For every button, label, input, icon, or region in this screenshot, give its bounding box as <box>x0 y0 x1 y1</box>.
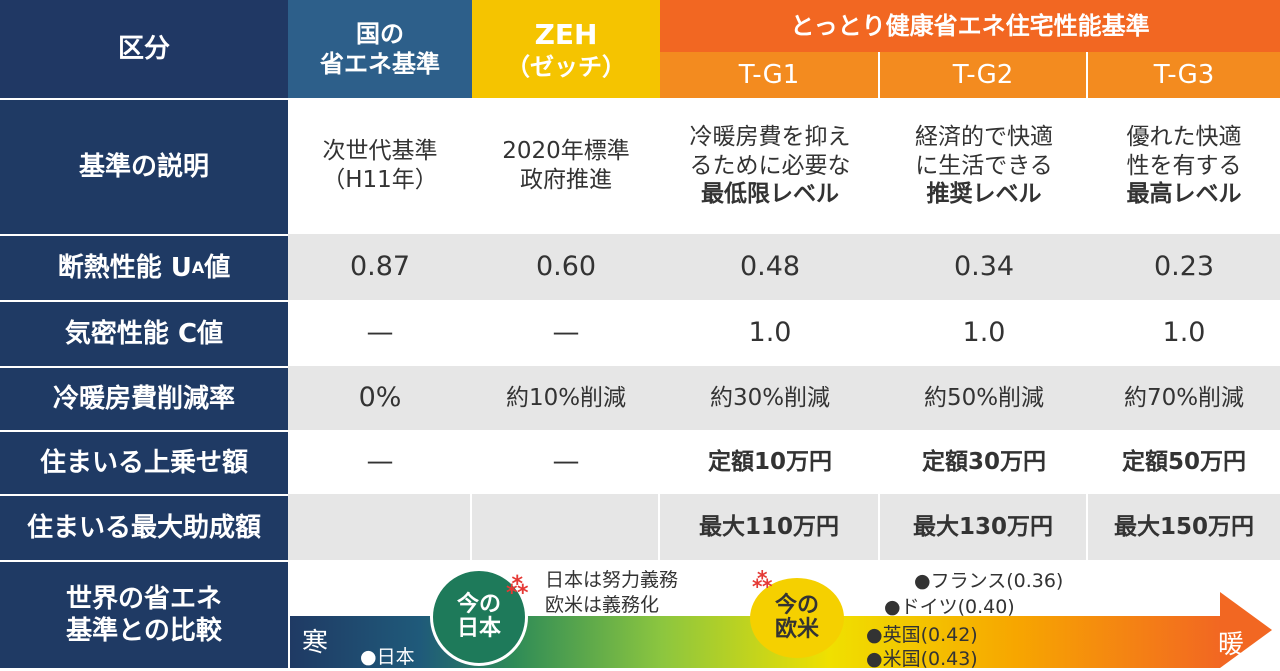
zeh-header-line1: ZEH <box>534 17 598 51</box>
desc-tg1: 冷暖房費を抑え るために必要な 最低限レベル <box>660 98 880 234</box>
extra-zeh: — <box>472 430 660 494</box>
desc-national: 次世代基準 （H11年） <box>288 98 472 234</box>
ua-tg1: 0.48 <box>660 234 880 300</box>
desc-national-l2: （H11年） <box>322 167 438 193</box>
ua-national: 0.87 <box>288 234 472 300</box>
desc-zeh-l2: 政府推進 <box>520 167 612 193</box>
europe-now-l2: 欧米 <box>774 617 819 642</box>
row-label-max: 住まいる最大助成額 <box>0 494 288 560</box>
row-label-description: 基準の説明 <box>0 98 288 234</box>
ua-zeh: 0.60 <box>472 234 660 300</box>
europe-now-bubble: 今の 欧米 <box>750 578 844 658</box>
uk-point: ●英国(0.42) <box>866 624 978 646</box>
extra-tg3: 定額50万円 <box>1088 430 1280 494</box>
row-label-extra: 住まいる上乗せ額 <box>0 430 288 494</box>
desc-tg3-l3: 最高レベル <box>1126 181 1242 208</box>
japan-now-l2: 日本 <box>456 616 501 641</box>
max-tg3: 最大150万円 <box>1088 494 1280 560</box>
world-label-l1: 世界の省エネ <box>65 583 222 614</box>
extra-national: — <box>288 430 472 494</box>
tottori-header: とっとり健康省エネ住宅性能基準 <box>660 0 1280 52</box>
germany-point: ●ドイツ(0.40) <box>884 596 1015 618</box>
desc-tg3-l2: 性を有する <box>1126 152 1242 179</box>
japan-now-l1: 今の <box>456 591 501 617</box>
ua-tg3: 0.23 <box>1088 234 1280 300</box>
burst-icon-europe: ⁂ <box>752 568 773 592</box>
japan-now-bubble: 今の 日本 <box>430 568 528 666</box>
desc-tg2-l2: に生活できる <box>915 152 1053 179</box>
reduce-tg1: 約30%削減 <box>660 366 880 430</box>
reduce-zeh: 約10%削減 <box>472 366 660 430</box>
desc-tg1-l3: 最低限レベル <box>701 181 839 208</box>
zeh-header-line2: （ゼッチ） <box>506 52 626 81</box>
warm-label: 暖 <box>1218 630 1245 660</box>
c-tg3: 1.0 <box>1088 300 1280 366</box>
c-tg2: 1.0 <box>880 300 1088 366</box>
national-header: 国の 省エネ基準 <box>288 0 472 98</box>
japan-point-label: ●日本 <box>360 646 415 668</box>
note-japan: 日本は努力義務 <box>545 569 679 591</box>
world-label-l2: 基準との比較 <box>66 616 222 646</box>
tg1-header: T-G1 <box>660 52 880 98</box>
desc-zeh: 2020年標準 政府推進 <box>472 98 660 234</box>
national-header-line2: 省エネ基準 <box>320 50 440 78</box>
desc-tg2-l1: 経済的で快適 <box>915 123 1053 150</box>
row-label-c: 気密性能 C値 <box>0 300 288 366</box>
ua-label-main: 断熱性能 U <box>57 252 192 283</box>
reduce-national: 0% <box>288 366 472 430</box>
max-national <box>288 494 472 560</box>
reduce-tg2: 約50%削減 <box>880 366 1088 430</box>
national-header-line1: 国の <box>356 20 404 48</box>
row-label-reduction: 冷暖房費削減率 <box>0 366 288 430</box>
c-national: — <box>288 300 472 366</box>
france-point: ●フランス(0.36) <box>914 570 1064 592</box>
zeh-header: ZEH （ゼッチ） <box>472 0 660 98</box>
desc-tg2-l3: 推奨レベル <box>926 181 1042 208</box>
ua-label-tail: 値 <box>204 252 231 283</box>
c-zeh: — <box>472 300 660 366</box>
desc-tg1-l1: 冷暖房費を抑え <box>689 123 851 150</box>
ua-tg2: 0.34 <box>880 234 1088 300</box>
tg3-header: T-G3 <box>1088 52 1280 98</box>
tg2-header: T-G2 <box>880 52 1088 98</box>
max-tg1: 最大110万円 <box>660 494 880 560</box>
europe-now-l1: 今の <box>774 592 819 618</box>
arrow-right-icon <box>1220 592 1272 668</box>
row-label-world: 世界の省エネ 基準との比較 <box>0 560 288 668</box>
desc-tg3: 優れた快適 性を有する 最高レベル <box>1088 98 1280 234</box>
max-tg2: 最大130万円 <box>880 494 1088 560</box>
burst-icon-japan: ⁂ <box>506 574 529 599</box>
c-tg1: 1.0 <box>660 300 880 366</box>
cold-label: 寒 <box>302 628 329 658</box>
extra-tg2: 定額30万円 <box>880 430 1088 494</box>
reduce-tg3: 約70%削減 <box>1088 366 1280 430</box>
ua-label-sub: A <box>191 258 205 277</box>
category-header: 区分 <box>0 0 288 98</box>
desc-national-l1: 次世代基準 <box>322 138 438 165</box>
desc-tg3-l1: 優れた快適 <box>1126 123 1242 150</box>
max-zeh <box>472 494 660 560</box>
note-europe: 欧米は義務化 <box>545 594 660 616</box>
desc-zeh-l1: 2020年標準 <box>502 138 630 165</box>
desc-tg1-l2: るために必要な <box>689 152 851 179</box>
extra-tg1: 定額10万円 <box>660 430 880 494</box>
desc-tg2: 経済的で快適 に生活できる 推奨レベル <box>880 98 1088 234</box>
us-point: ●米国(0.43) <box>866 648 978 670</box>
